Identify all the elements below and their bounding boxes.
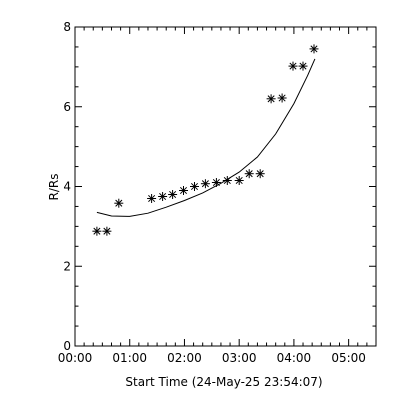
data-point: [222, 176, 232, 185]
data-point: [309, 44, 319, 54]
data-point: [190, 182, 199, 191]
data-points-layer: [92, 44, 319, 236]
y-tick-label: 8: [63, 20, 71, 34]
y-tick-label: 0: [63, 339, 71, 353]
data-point: [200, 179, 210, 189]
data-point: [179, 186, 188, 195]
x-tick-label: 01:00: [112, 351, 147, 365]
data-point: [277, 93, 287, 103]
x-axis-title: Start Time (24-May-25 23:54:07): [125, 375, 322, 389]
y-tick-label: 2: [63, 259, 71, 273]
x-tick-label: 05:00: [331, 351, 366, 365]
y-tick-label: 4: [63, 180, 71, 194]
data-point: [255, 169, 265, 179]
x-tick-label: 03:00: [222, 351, 257, 365]
data-point: [158, 192, 168, 201]
x-tick-label: 04:00: [277, 351, 312, 365]
data-point: [102, 226, 112, 236]
x-tick-label: 00:00: [58, 351, 93, 365]
y-axis-ticks: 0 2 4 6 8: [63, 20, 376, 353]
data-point: [266, 94, 276, 104]
fit-curve: [96, 58, 316, 217]
plot-border: [74, 26, 377, 347]
data-point: [92, 226, 102, 236]
data-point: [168, 190, 178, 199]
data-point: [298, 61, 308, 71]
x-axis-ticks: 00:00 01:00 02:00 03:00 04:00 05:00: [58, 27, 377, 365]
x-tick-label: 02:00: [167, 351, 202, 365]
data-point: [114, 198, 124, 208]
y-axis-title: R/Rs: [47, 174, 61, 201]
y-tick-label: 6: [63, 100, 71, 114]
data-point: [244, 169, 254, 179]
data-point: [288, 61, 298, 71]
data-point: [211, 178, 221, 187]
fit-curve-layer: [96, 58, 316, 217]
plot-frame: [74, 26, 377, 347]
data-point: [234, 176, 244, 185]
data-point: [147, 194, 157, 203]
